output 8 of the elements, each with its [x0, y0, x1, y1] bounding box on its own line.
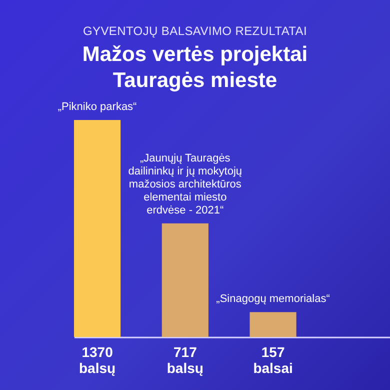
x-tick-label: „Sinagogų memorialas“: [216, 293, 330, 306]
data-label: 1370 balsų: [79, 344, 116, 376]
data-label: 717 balsų: [166, 344, 204, 376]
data-label: 157 balsai: [253, 344, 293, 376]
category-label: „Jaunųjų Tauragės dailininkų ir jų mokytojų mažosios architektūros elementai miesto erdvėse - 2021“: [128, 152, 242, 216]
chart-subtitle: GYVENTOJŲ BALSAVIMO REZULTATAI: [82, 24, 308, 38]
chart-title: Mažos vertės projektai Tauragės mieste: [81, 42, 309, 94]
x-tick-label: „Pikniko parkas“: [58, 101, 138, 113]
